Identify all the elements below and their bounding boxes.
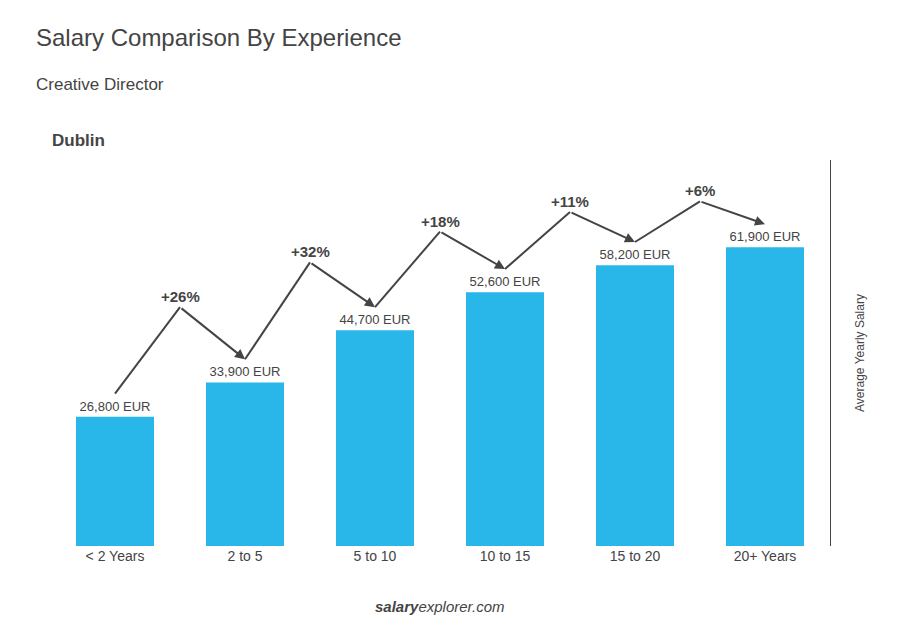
svg-text:salaryexplorer.com: salaryexplorer.com bbox=[375, 598, 505, 615]
svg-text:15 to 20: 15 to 20 bbox=[610, 548, 661, 564]
svg-text:< 2 Years: < 2 Years bbox=[86, 548, 145, 564]
svg-text:+26%: +26% bbox=[161, 288, 200, 305]
svg-text:10 to 15: 10 to 15 bbox=[480, 548, 531, 564]
svg-text:58,200 EUR: 58,200 EUR bbox=[600, 247, 671, 262]
svg-text:+11%: +11% bbox=[551, 193, 589, 210]
svg-text:Average Yearly Salary: Average Yearly Salary bbox=[853, 294, 867, 412]
svg-text:+32%: +32% bbox=[291, 243, 330, 260]
svg-text:Dublin: Dublin bbox=[52, 131, 105, 150]
svg-text:+18%: +18% bbox=[421, 213, 460, 230]
svg-text:2 to 5: 2 to 5 bbox=[227, 548, 262, 564]
svg-text:26,800 EUR: 26,800 EUR bbox=[80, 399, 151, 414]
svg-text:Creative Director: Creative Director bbox=[36, 75, 164, 94]
svg-text:Salary Comparison By Experienc: Salary Comparison By Experience bbox=[36, 24, 402, 51]
svg-text:52,600 EUR: 52,600 EUR bbox=[470, 274, 541, 289]
svg-text:+6%: +6% bbox=[685, 182, 715, 199]
svg-text:20+ Years: 20+ Years bbox=[734, 548, 797, 564]
svg-text:44,700 EUR: 44,700 EUR bbox=[340, 312, 411, 327]
svg-text:33,900 EUR: 33,900 EUR bbox=[210, 364, 281, 379]
svg-text:61,900 EUR: 61,900 EUR bbox=[730, 229, 801, 244]
svg-text:5 to 10: 5 to 10 bbox=[354, 548, 397, 564]
